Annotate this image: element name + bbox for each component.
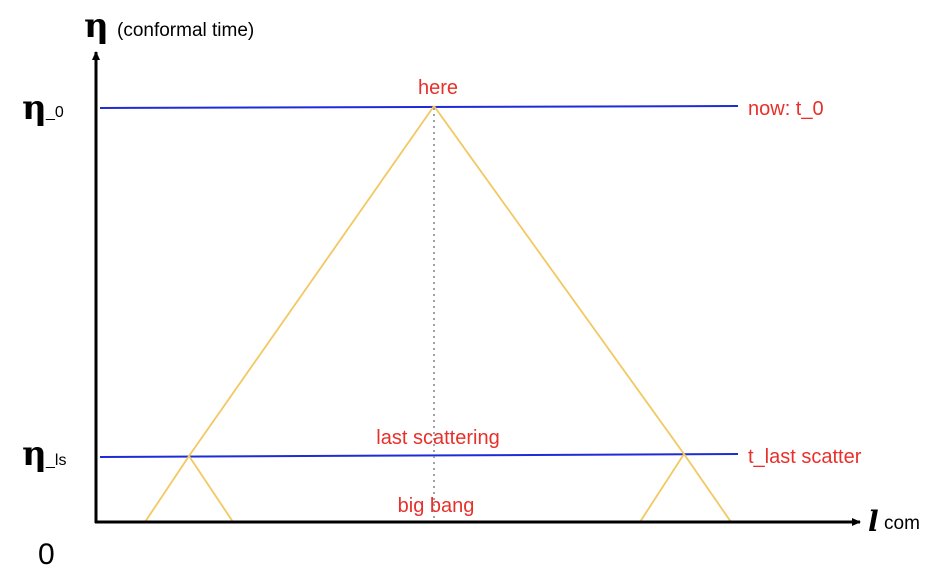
x-axis-symbol: l — [868, 505, 879, 538]
eta0-subscript: _0 — [45, 104, 64, 121]
origin-label: 0 — [38, 538, 55, 571]
t-last-scatter-label: t_last scatter — [748, 446, 862, 468]
eta0-symbol: η — [22, 88, 47, 128]
small-cone-right-b — [683, 453, 732, 523]
small-cone-left-b — [188, 455, 234, 523]
last-scattering-label: last scattering — [376, 427, 499, 449]
etals-subscript: _ls — [45, 452, 66, 469]
last-scattering-line — [99, 453, 739, 458]
etals-symbol: η — [22, 434, 47, 474]
y-axis-symbol: η — [84, 6, 109, 46]
small-cone-right-a — [639, 453, 685, 523]
now-line — [99, 105, 739, 109]
now-label: now: t_0 — [748, 98, 824, 120]
small-cone-left-a — [144, 455, 190, 523]
here-label: here — [418, 77, 458, 99]
y-axis-label: (conformal time) — [117, 20, 254, 41]
light-cone-right — [433, 105, 685, 455]
x-axis-label: com — [884, 513, 920, 534]
big-bang-label: big bang — [398, 495, 475, 517]
light-cone-left — [188, 105, 435, 457]
